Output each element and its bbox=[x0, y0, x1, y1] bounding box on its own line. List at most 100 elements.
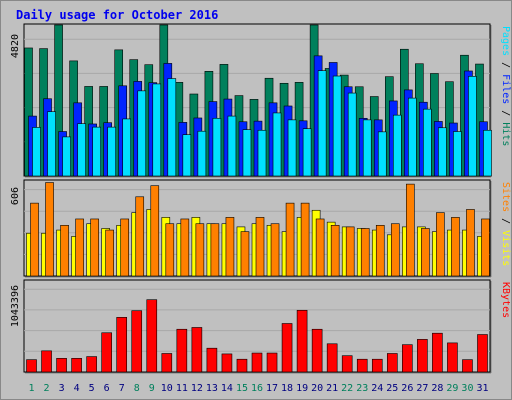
bar-pages-20 bbox=[317, 70, 327, 177]
bar-pages-21 bbox=[332, 75, 342, 177]
legend-separator: / bbox=[500, 104, 511, 122]
bar-pages-9 bbox=[152, 83, 162, 177]
bar-sites-16 bbox=[255, 217, 265, 277]
bar-pages-26 bbox=[408, 97, 417, 177]
bar-sites-19 bbox=[300, 202, 310, 277]
bar-kbytes-13 bbox=[206, 347, 218, 373]
x-tick-label-16: 16 bbox=[251, 383, 263, 394]
x-tick-label-13: 13 bbox=[206, 383, 218, 394]
bar-kbytes-12 bbox=[191, 327, 203, 373]
bar-kbytes-22 bbox=[341, 355, 353, 373]
x-tick-label-11: 11 bbox=[176, 383, 188, 394]
bar-kbytes-26 bbox=[402, 344, 413, 373]
bar-sites-1 bbox=[30, 202, 39, 277]
panel-2: 1043396 KBytes bbox=[10, 279, 511, 374]
bar-pages-18 bbox=[287, 119, 297, 177]
bar-pages-23 bbox=[362, 119, 372, 177]
bar-sites-30 bbox=[466, 209, 475, 277]
bar-sites-2 bbox=[45, 182, 54, 277]
x-tick-label-28: 28 bbox=[431, 383, 443, 394]
x-tick-label-23: 23 bbox=[356, 383, 368, 394]
bar-pages-13 bbox=[212, 117, 222, 177]
y-tick-label: 606 bbox=[10, 187, 21, 205]
bar-pages-11 bbox=[182, 134, 192, 177]
legend-entry-kbytes: KBytes bbox=[500, 282, 511, 318]
bar-pages-14 bbox=[227, 115, 237, 177]
legend: Sites / Visits bbox=[500, 182, 511, 266]
bar-kbytes-8 bbox=[131, 310, 143, 373]
bar-sites-4 bbox=[75, 218, 84, 277]
x-tick-label-5: 5 bbox=[89, 383, 95, 394]
x-tick-label-10: 10 bbox=[161, 383, 173, 394]
bar-pages-19 bbox=[302, 128, 312, 177]
x-tick-label-18: 18 bbox=[281, 383, 293, 394]
bar-sites-17 bbox=[270, 223, 280, 277]
x-tick-label-26: 26 bbox=[401, 383, 413, 394]
legend-entry-visits: Visits bbox=[500, 230, 511, 266]
legend-separator: / bbox=[500, 212, 511, 230]
bar-kbytes-24 bbox=[371, 358, 383, 373]
bar-kbytes-18 bbox=[281, 323, 293, 373]
bar-sites-7 bbox=[120, 218, 130, 277]
bar-kbytes-9 bbox=[146, 299, 158, 373]
x-tick-label-19: 19 bbox=[296, 383, 308, 394]
bar-kbytes-3 bbox=[56, 358, 67, 373]
bar-pages-27 bbox=[423, 108, 432, 177]
bar-kbytes-4 bbox=[71, 358, 82, 373]
y-tick-label: 4820 bbox=[10, 34, 21, 58]
bar-sites-15 bbox=[240, 231, 250, 277]
x-tick-label-2: 2 bbox=[44, 383, 50, 394]
bar-kbytes-31 bbox=[477, 334, 488, 373]
x-tick-label-17: 17 bbox=[266, 383, 278, 394]
bar-pages-12 bbox=[197, 130, 207, 177]
bar-pages-6 bbox=[107, 126, 116, 177]
x-tick-label-20: 20 bbox=[311, 383, 323, 394]
bar-pages-30 bbox=[468, 76, 477, 177]
panel-1: 606 Sites / Visits bbox=[10, 179, 511, 278]
bar-sites-8 bbox=[135, 196, 145, 277]
bar-pages-31 bbox=[483, 129, 492, 177]
x-tick-label-15: 15 bbox=[236, 383, 248, 394]
bar-sites-22 bbox=[345, 226, 355, 277]
bar-sites-14 bbox=[225, 217, 235, 277]
x-tick-label-24: 24 bbox=[371, 383, 383, 394]
bar-pages-5 bbox=[92, 126, 101, 177]
bar-kbytes-10 bbox=[161, 353, 173, 373]
x-tick-label-4: 4 bbox=[74, 383, 80, 394]
bar-pages-7 bbox=[122, 118, 132, 177]
bar-pages-16 bbox=[257, 129, 267, 177]
bar-pages-1 bbox=[32, 127, 41, 177]
x-tick-label-3: 3 bbox=[59, 383, 65, 394]
panel-0: 4820 Pages / Files / Hits bbox=[10, 23, 511, 178]
bar-kbytes-21 bbox=[326, 343, 338, 373]
bar-sites-20 bbox=[315, 218, 325, 277]
bar-sites-27 bbox=[421, 228, 430, 277]
legend-separator: / bbox=[500, 56, 511, 74]
bar-kbytes-30 bbox=[462, 359, 473, 373]
bar-pages-15 bbox=[242, 129, 252, 177]
legend-entry-hits: Hits bbox=[500, 122, 511, 146]
bar-kbytes-6 bbox=[101, 332, 112, 373]
bar-pages-8 bbox=[137, 90, 147, 177]
bar-sites-5 bbox=[90, 218, 99, 277]
bar-sites-10 bbox=[165, 223, 175, 277]
bar-pages-4 bbox=[77, 123, 86, 177]
x-tick-label-29: 29 bbox=[446, 383, 458, 394]
bar-kbytes-20 bbox=[311, 328, 323, 373]
x-tick-label-6: 6 bbox=[104, 383, 110, 394]
bar-kbytes-2 bbox=[41, 350, 52, 373]
bar-pages-2 bbox=[47, 111, 56, 177]
bar-sites-13 bbox=[210, 223, 220, 277]
bar-sites-9 bbox=[150, 185, 160, 277]
bar-pages-22 bbox=[347, 92, 357, 177]
bar-sites-28 bbox=[436, 212, 445, 277]
bar-sites-31 bbox=[481, 218, 490, 277]
bar-kbytes-27 bbox=[417, 339, 428, 373]
bar-kbytes-1 bbox=[26, 359, 37, 373]
bar-sites-29 bbox=[451, 217, 460, 277]
x-tick-label-14: 14 bbox=[221, 383, 233, 394]
x-tick-label-25: 25 bbox=[386, 383, 398, 394]
bar-pages-29 bbox=[453, 131, 462, 177]
bar-kbytes-16 bbox=[251, 352, 263, 373]
